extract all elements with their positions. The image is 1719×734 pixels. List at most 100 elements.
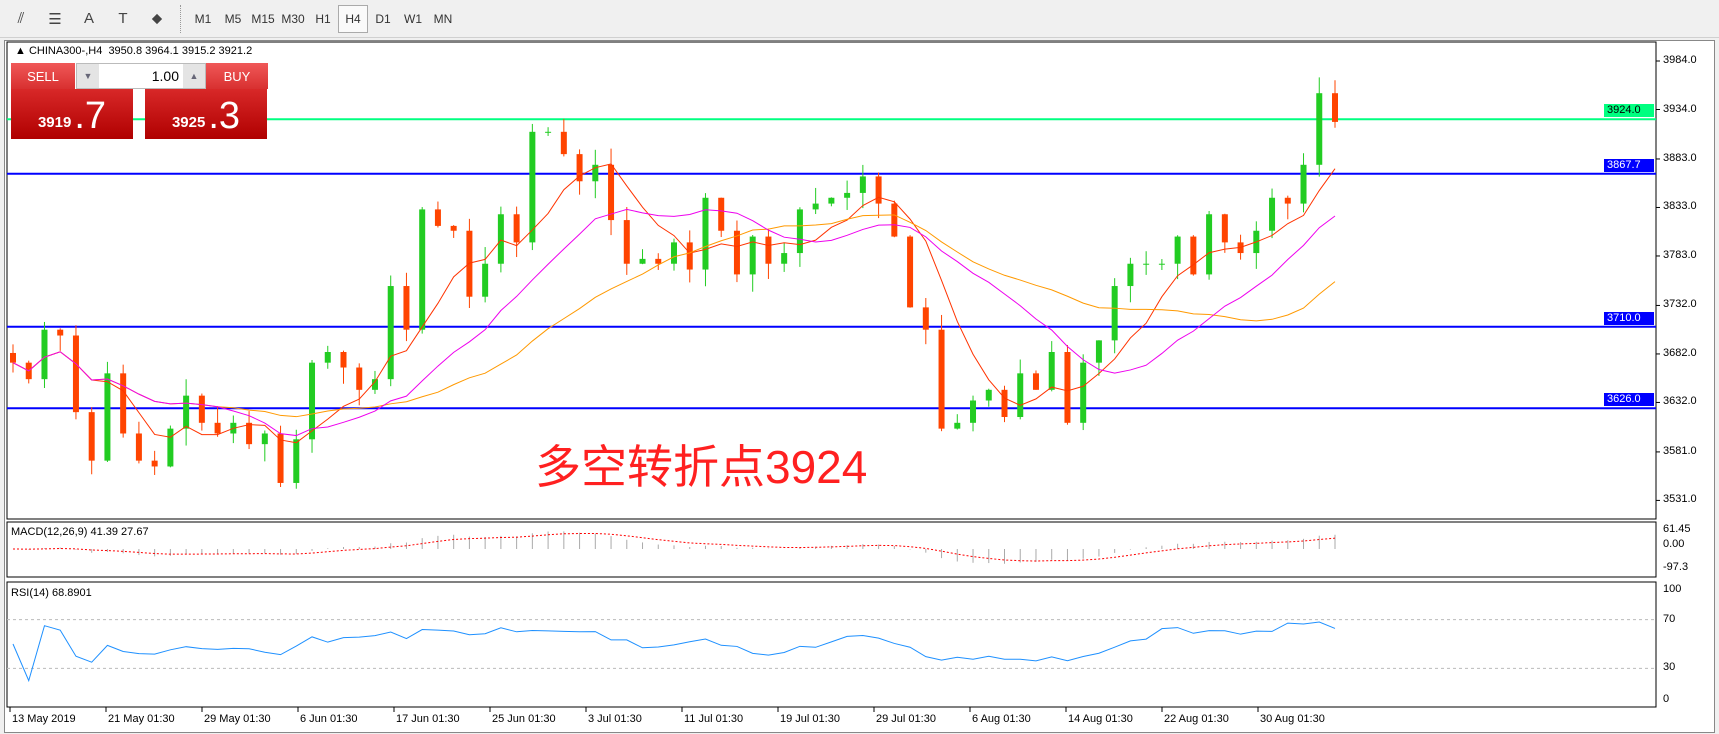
candle-body — [985, 389, 992, 401]
timeframe-h1[interactable]: H1 — [315, 11, 331, 26]
candle-body — [1190, 236, 1197, 275]
time-axis-label: 13 May 2019 — [12, 713, 76, 725]
candle-body — [796, 209, 803, 254]
price-axis-label: 3682.0 — [1663, 346, 1697, 359]
chart-window[interactable]: ▲ CHINA300-,H4 3950.8 3964.1 3915.2 3921… — [4, 40, 1715, 733]
candle-body — [718, 197, 725, 231]
candle-body — [828, 197, 835, 204]
chart-header: ▲ CHINA300-,H4 3950.8 3964.1 3915.2 3921… — [15, 45, 253, 57]
ma-mid-line — [12, 214, 1336, 418]
candle-body — [450, 225, 457, 231]
ma-slow-line — [12, 208, 1336, 437]
candle-body — [387, 286, 394, 380]
timeframe-w1[interactable]: W1 — [404, 11, 422, 26]
price-axis-label: 3984.0 — [1663, 54, 1697, 66]
timeframe-m15[interactable]: M15 — [251, 11, 275, 26]
candle-body — [57, 329, 64, 336]
buy-price[interactable]: 3925.3 — [145, 89, 267, 139]
chart-canvas[interactable] — [5, 41, 1716, 734]
candle-body — [1269, 197, 1276, 231]
annotation-text: 多空转折点3924 — [535, 441, 868, 493]
timeframe-m30[interactable]: M30 — [281, 11, 305, 26]
candle-body — [513, 214, 520, 243]
candle-body — [1284, 197, 1291, 204]
candle-body — [702, 197, 709, 270]
timeframe-m1[interactable]: M1 — [194, 11, 212, 26]
level-price-tag: 3710.0 — [1604, 311, 1654, 325]
sell-price[interactable]: 3919.7 — [11, 89, 133, 139]
sell-price-frac: .7 — [74, 95, 107, 137]
rsi-panel-frame — [6, 581, 1657, 708]
candle-body — [560, 131, 567, 155]
candle-body — [246, 422, 253, 445]
toolbar-separator — [180, 4, 182, 33]
candle-body — [655, 258, 662, 264]
candle-body — [434, 209, 441, 226]
candle-body — [1080, 362, 1087, 423]
candle-body — [120, 373, 127, 434]
macd-panel-frame — [6, 521, 1657, 578]
candle-body — [844, 192, 851, 198]
rsi-line — [12, 621, 1336, 683]
timeframe-m5[interactable]: M5 — [224, 11, 242, 26]
candle-body — [1332, 93, 1338, 122]
candle-body — [812, 203, 819, 210]
candle-body — [671, 242, 677, 264]
time-axis-label: 3 Jul 01:30 — [588, 713, 642, 725]
candle-body — [733, 230, 740, 275]
candle-body — [214, 422, 221, 434]
lot-increase-icon[interactable]: ▲ — [183, 64, 205, 88]
candle-body — [1158, 263, 1165, 265]
arrows-icon[interactable]: ⬥ — [151, 10, 163, 27]
sell-price-main: 3919 — [37, 114, 72, 131]
candle-body — [324, 352, 331, 363]
text-label-icon[interactable]: T — [118, 10, 128, 27]
buy-price-main: 3925 — [171, 114, 206, 131]
timeframe-d1[interactable]: D1 — [375, 11, 391, 26]
candle-body — [576, 154, 583, 182]
candle-body — [1111, 286, 1118, 341]
candle-body — [1174, 236, 1181, 264]
fibonacci-icon[interactable]: ☰ — [48, 10, 62, 28]
candle-body — [1095, 340, 1102, 363]
candle-body — [545, 131, 552, 133]
text-icon[interactable]: A — [83, 10, 94, 27]
time-axis-label: 30 Aug 01:30 — [1260, 713, 1325, 725]
elliott-wave-icon[interactable]: ⫽ — [17, 10, 25, 27]
ohlc-label: 3950.8 3964.1 3915.2 3921.2 — [108, 45, 253, 57]
lot-size-stepper[interactable]: ▼ 1.00 ▲ — [76, 63, 206, 89]
symbol-label: CHINA300-,H4 — [28, 45, 103, 57]
lot-input[interactable]: 1.00 — [151, 68, 179, 84]
macd-axis-label: -97.3 — [1663, 561, 1689, 573]
candle-body — [1221, 214, 1228, 243]
time-axis-label: 29 Jul 01:30 — [876, 713, 936, 725]
rsi-axis-label: 0 — [1663, 693, 1670, 705]
macd-label: MACD(12,26,9) 41.39 27.67 — [11, 526, 149, 538]
candle-body — [907, 236, 914, 308]
macd-signal-line — [12, 532, 1336, 562]
time-axis-label: 11 Jul 01:30 — [684, 713, 744, 725]
candle-body — [72, 335, 79, 413]
candle-body — [261, 433, 268, 445]
price-axis-label: 3883.0 — [1663, 151, 1697, 164]
candle-body — [875, 176, 882, 204]
timeframe-h4[interactable]: H4 — [338, 4, 368, 33]
rsi-axis-label: 70 — [1663, 612, 1676, 625]
candle-body — [10, 352, 16, 363]
candle-body — [1001, 389, 1008, 417]
candle-body — [1143, 263, 1150, 265]
candle-body — [891, 203, 898, 237]
level-price-tag: 3924.0 — [1604, 104, 1654, 118]
sell-button[interactable]: SELL — [11, 63, 75, 89]
candle-body — [970, 400, 977, 423]
timeframe-mn[interactable]: MN — [433, 11, 453, 26]
candle-body — [1032, 373, 1039, 390]
lot-decrease-icon[interactable]: ▼ — [77, 64, 99, 88]
candle-body — [293, 439, 300, 483]
candle-body — [639, 258, 646, 264]
price-axis-label: 3934.0 — [1663, 102, 1697, 115]
time-axis-label: 6 Jun 01:30 — [300, 713, 358, 725]
one-click-trading-panel: SELL ▼ 1.00 ▲ BUY 3919.7 3925.3 — [11, 63, 268, 141]
time-axis-label: 14 Aug 01:30 — [1068, 713, 1133, 725]
buy-button[interactable]: BUY — [206, 63, 268, 89]
